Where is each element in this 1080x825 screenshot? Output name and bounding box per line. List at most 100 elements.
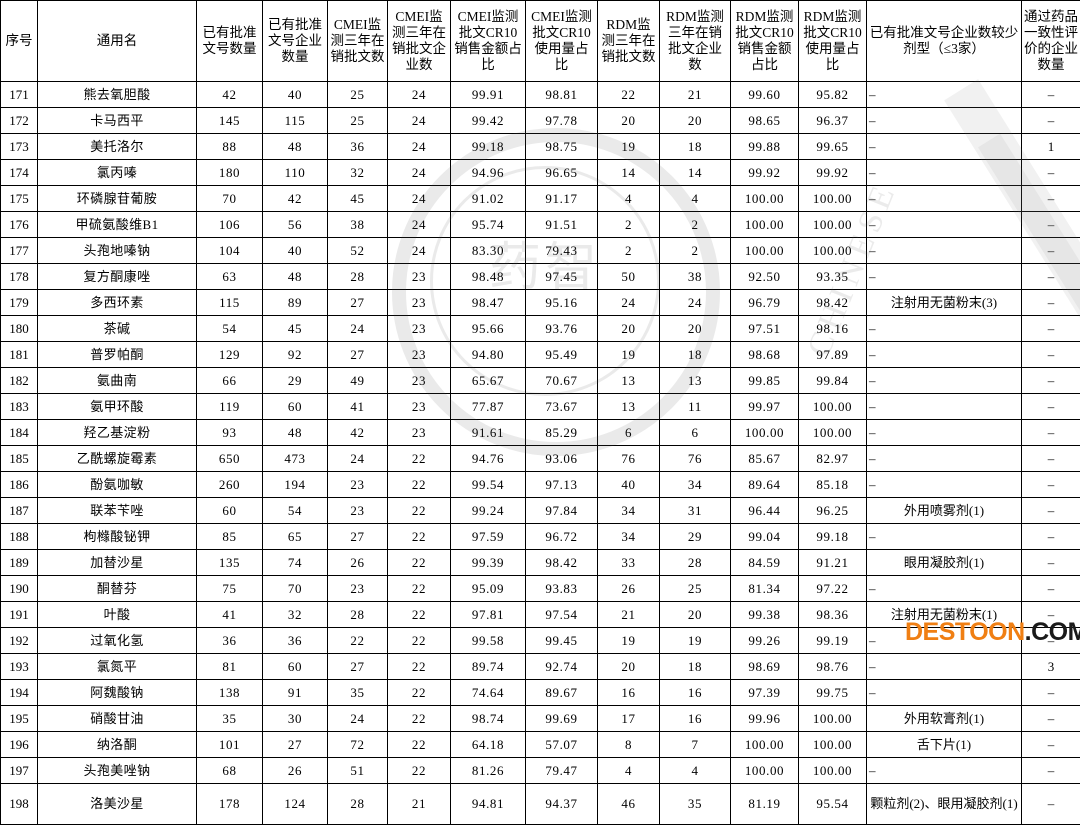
header-index: 序号	[1, 1, 38, 82]
cell-cmei-3y-approvals: 27	[328, 342, 388, 368]
cell-consistency-companies: –	[1022, 316, 1080, 342]
cell-approval-count: 101	[197, 732, 263, 758]
cell-rdm-3y-approvals: 22	[598, 82, 660, 108]
cell-rdm-3y-approvals: 4	[598, 758, 660, 784]
cell-rdm-cr10-volume: 97.89	[799, 342, 867, 368]
cell-rdm-cr10-sales: 99.85	[731, 368, 799, 394]
cell-cmei-3y-companies: 23	[388, 420, 451, 446]
cell-cmei-cr10-volume: 57.07	[526, 732, 598, 758]
cell-consistency-companies: –	[1022, 472, 1080, 498]
header-approval-company-count: 已有批准文号企业数量	[263, 1, 328, 82]
cell-consistency-companies: –	[1022, 784, 1080, 825]
cell-dosage-forms: 注射用无菌粉末(3)	[867, 290, 1022, 316]
cell-approval-company-count: 56	[263, 212, 328, 238]
cell-dosage-forms: –	[867, 134, 1022, 160]
cell-approval-count: 115	[197, 290, 263, 316]
cell-generic-name: 茶碱	[38, 316, 197, 342]
table-header-row: 序号 通用名 已有批准文号数量 已有批准文号企业数量 CMEI监测三年在销批文数…	[1, 1, 1080, 82]
cell-consistency-companies: –	[1022, 732, 1080, 758]
cell-cmei-cr10-volume: 79.47	[526, 758, 598, 784]
cell-cmei-cr10-volume: 97.13	[526, 472, 598, 498]
header-rdm-cr10-sales-share: RDM监测批文CR10销售金额占比	[731, 1, 799, 82]
cell-consistency-companies: –	[1022, 238, 1080, 264]
cell-approval-count: 178	[197, 784, 263, 825]
cell-rdm-cr10-volume: 93.35	[799, 264, 867, 290]
cell-cmei-3y-companies: 22	[388, 628, 451, 654]
cell-cmei-cr10-sales: 95.66	[451, 316, 526, 342]
cell-rdm-cr10-volume: 100.00	[799, 758, 867, 784]
cell-rdm-3y-companies: 76	[660, 446, 731, 472]
cell-index: 175	[1, 186, 38, 212]
cell-rdm-cr10-volume: 98.16	[799, 316, 867, 342]
cell-rdm-cr10-sales: 96.44	[731, 498, 799, 524]
cell-index: 197	[1, 758, 38, 784]
cell-cmei-cr10-sales: 99.58	[451, 628, 526, 654]
cell-index: 195	[1, 706, 38, 732]
cell-approval-company-count: 26	[263, 758, 328, 784]
cell-cmei-3y-approvals: 26	[328, 550, 388, 576]
cell-rdm-3y-companies: 7	[660, 732, 731, 758]
cell-approval-company-count: 30	[263, 706, 328, 732]
cell-cmei-3y-approvals: 38	[328, 212, 388, 238]
cell-generic-name: 硝酸甘油	[38, 706, 197, 732]
cell-consistency-companies: –	[1022, 368, 1080, 394]
cell-consistency-companies: –	[1022, 186, 1080, 212]
cell-approval-company-count: 91	[263, 680, 328, 706]
cell-rdm-cr10-volume: 100.00	[799, 212, 867, 238]
cell-rdm-3y-approvals: 76	[598, 446, 660, 472]
cell-dosage-forms: –	[867, 628, 1022, 654]
cell-cmei-cr10-volume: 93.06	[526, 446, 598, 472]
cell-rdm-cr10-sales: 99.60	[731, 82, 799, 108]
cell-index: 181	[1, 342, 38, 368]
cell-consistency-companies: –	[1022, 212, 1080, 238]
cell-rdm-3y-approvals: 34	[598, 498, 660, 524]
header-cmei-3y-onsale-approvals: CMEI监测三年在销批文数	[328, 1, 388, 82]
cell-approval-company-count: 74	[263, 550, 328, 576]
cell-cmei-3y-approvals: 27	[328, 654, 388, 680]
cell-approval-count: 85	[197, 524, 263, 550]
cell-approval-company-count: 89	[263, 290, 328, 316]
cell-rdm-3y-companies: 6	[660, 420, 731, 446]
cell-dosage-forms: –	[867, 160, 1022, 186]
cell-cmei-3y-companies: 22	[388, 472, 451, 498]
cell-cmei-3y-approvals: 23	[328, 498, 388, 524]
cell-rdm-cr10-volume: 95.82	[799, 82, 867, 108]
cell-generic-name: 卡马西平	[38, 108, 197, 134]
cell-rdm-cr10-volume: 99.84	[799, 368, 867, 394]
cell-cmei-cr10-sales: 97.59	[451, 524, 526, 550]
cell-rdm-cr10-volume: 99.75	[799, 680, 867, 706]
cell-rdm-cr10-volume: 91.21	[799, 550, 867, 576]
header-few-company-dosage-forms: 已有批准文号企业数较少剂型（≤3家）	[867, 1, 1022, 82]
cell-approval-count: 66	[197, 368, 263, 394]
cell-index: 186	[1, 472, 38, 498]
cell-rdm-cr10-sales: 100.00	[731, 758, 799, 784]
cell-approval-count: 106	[197, 212, 263, 238]
cell-cmei-cr10-volume: 89.67	[526, 680, 598, 706]
cell-rdm-3y-companies: 14	[660, 160, 731, 186]
cell-rdm-3y-approvals: 2	[598, 238, 660, 264]
cell-dosage-forms: 颗粒剂(2)、眼用凝胶剂(1)	[867, 784, 1022, 825]
cell-generic-name: 头孢美唑钠	[38, 758, 197, 784]
cell-generic-name: 洛美沙星	[38, 784, 197, 825]
cell-dosage-forms: –	[867, 316, 1022, 342]
cell-cmei-3y-companies: 22	[388, 758, 451, 784]
cell-approval-count: 68	[197, 758, 263, 784]
cell-generic-name: 纳洛酮	[38, 732, 197, 758]
cell-generic-name: 氨曲南	[38, 368, 197, 394]
cell-rdm-cr10-sales: 100.00	[731, 732, 799, 758]
cell-consistency-companies: –	[1022, 394, 1080, 420]
header-consistency-eval-companies: 通过药品一致性评价的企业数量	[1022, 1, 1080, 82]
cell-index: 194	[1, 680, 38, 706]
cell-rdm-3y-approvals: 50	[598, 264, 660, 290]
cell-rdm-3y-companies: 31	[660, 498, 731, 524]
cell-dosage-forms: –	[867, 446, 1022, 472]
cell-rdm-3y-approvals: 20	[598, 108, 660, 134]
cell-consistency-companies: –	[1022, 108, 1080, 134]
cell-dosage-forms: –	[867, 186, 1022, 212]
cell-cmei-cr10-sales: 98.74	[451, 706, 526, 732]
cell-dosage-forms: 眼用凝胶剂(1)	[867, 550, 1022, 576]
